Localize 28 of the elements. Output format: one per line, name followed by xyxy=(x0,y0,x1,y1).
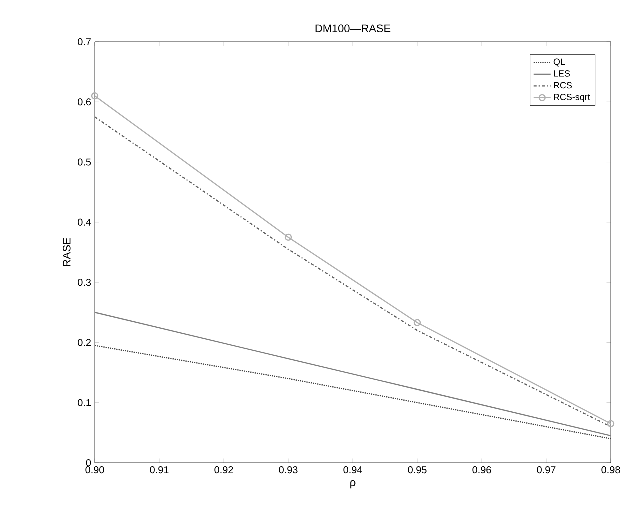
x-tick-label: 0.97 xyxy=(537,466,556,474)
line-series xyxy=(95,312,612,437)
y-tick-label: 0.3 xyxy=(78,279,92,286)
x-tick-label: 0.93 xyxy=(279,466,298,474)
point xyxy=(414,319,422,326)
y-tick-label: 0.5 xyxy=(78,158,92,166)
x-tick-label: 0.98 xyxy=(602,466,620,474)
x-tick-label: 0.92 xyxy=(214,466,234,474)
x-tick-label: 0.96 xyxy=(472,466,492,474)
x-axis-title: ρ xyxy=(350,480,356,489)
x-tick-label: 0.94 xyxy=(344,466,362,474)
x-tick-label: 0.95 xyxy=(408,466,427,474)
point xyxy=(284,234,292,242)
x-tick-label: 0.91 xyxy=(150,466,169,474)
y-tick-label: 0 xyxy=(86,459,92,467)
legend-label: RCS-sqrt xyxy=(554,94,590,102)
y-tick-label: 0.4 xyxy=(78,218,92,226)
legend-label: RCS xyxy=(554,82,572,89)
legend-label: LES xyxy=(554,70,570,77)
y-tick-label: 0.7 xyxy=(78,38,91,46)
y-tick-label: 0.1 xyxy=(78,399,92,406)
line-series xyxy=(95,345,612,440)
x-tick-label: 0.90 xyxy=(86,466,104,474)
y-tick-label: 0.6 xyxy=(78,98,92,106)
y-tick-label: 0.2 xyxy=(78,339,91,346)
y-axis-title: RASE xyxy=(63,238,71,267)
legend-label: QL xyxy=(554,58,566,67)
chart-title: DM100—RASE xyxy=(316,24,391,32)
